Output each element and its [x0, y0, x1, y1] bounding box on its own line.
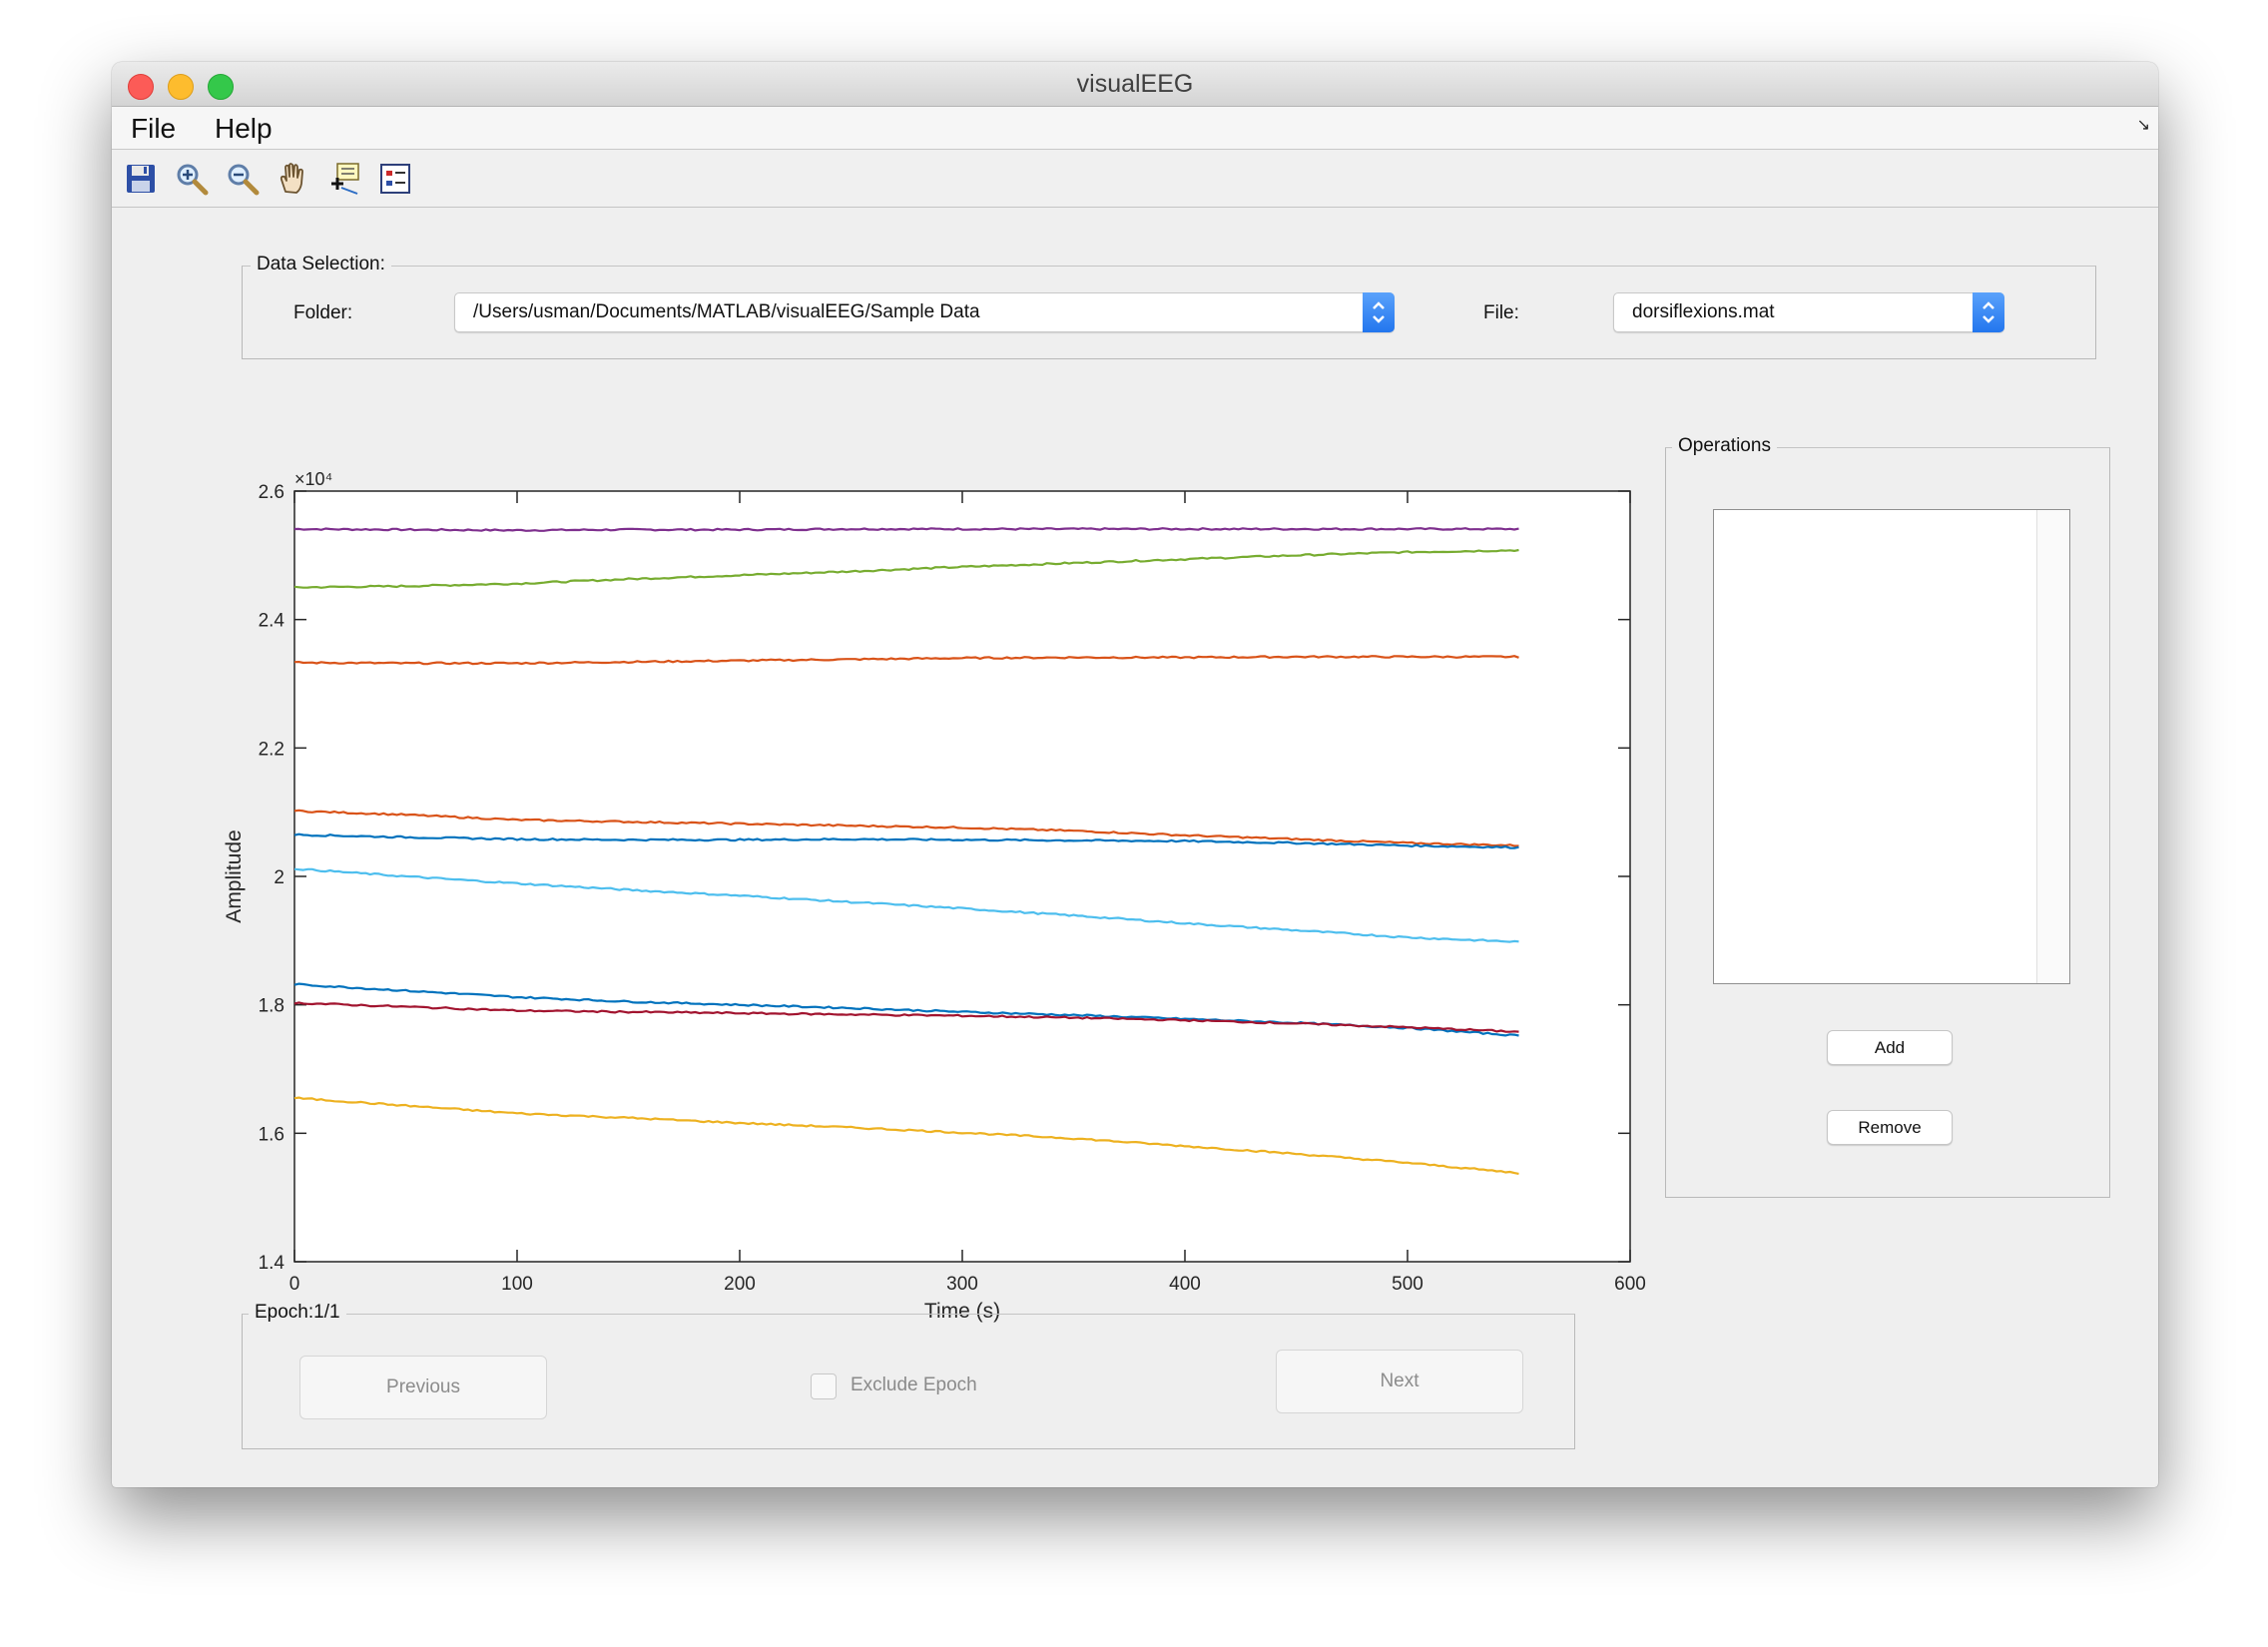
zoom-in-icon[interactable] [175, 162, 209, 196]
y-tick-label: 2.2 [259, 739, 284, 760]
file-dropdown-chevrons-icon[interactable] [1973, 292, 2004, 332]
series-line-3 [293, 655, 1519, 666]
menu-bar: File Help ↘ [112, 107, 2158, 150]
insert-legend-icon[interactable] [378, 162, 412, 196]
file-label: File: [1483, 302, 1519, 323]
x-axis-label: Time (s) [924, 1300, 1000, 1323]
x-tick-label: 100 [501, 1274, 533, 1295]
folder-label: Folder: [293, 302, 353, 323]
remove-operation-button[interactable]: Remove [1827, 1110, 1953, 1145]
folder-dropdown-chevrons-icon[interactable] [1363, 292, 1395, 332]
app-window: visualEEG File Help ↘ Data Selection: Fo… [112, 62, 2158, 1487]
file-dropdown-value: dorsiflexions.mat [1632, 301, 1775, 322]
epoch-title: Epoch:1/1 [249, 1302, 346, 1324]
epoch-panel: Epoch:1/1 [242, 1302, 1575, 1449]
y-tick-label: 1.8 [259, 996, 284, 1017]
data-selection-panel: Data Selection: [242, 254, 2096, 359]
toolbar [112, 150, 2158, 208]
exclude-epoch-checkbox[interactable] [811, 1373, 837, 1399]
operations-panel: Operations [1665, 435, 2110, 1198]
y-tick-label: 2 [274, 867, 284, 888]
x-tick-label: 500 [1392, 1274, 1423, 1295]
file-dropdown[interactable]: dorsiflexions.mat [1613, 292, 2004, 332]
x-tick-label: 0 [289, 1274, 300, 1295]
y-axis-multiplier: ×10⁴ [294, 469, 332, 489]
minimize-window-button[interactable] [168, 74, 194, 100]
series-line-4 [293, 809, 1519, 847]
exclude-epoch-label: Exclude Epoch [850, 1374, 977, 1395]
amplitude-chart[interactable]: 0 100 200 300 400 500 600 1.4 1.6 1.8 2 2.2 2.4 2.6 ×1… [162, 391, 1739, 1340]
x-tick-label: 400 [1169, 1274, 1201, 1295]
operations-title: Operations [1672, 435, 1777, 457]
folder-dropdown-value: /Users/usman/Documents/MATLAB/visualEEG/… [473, 301, 980, 322]
menu-help[interactable]: Help [215, 113, 273, 144]
menu-file[interactable]: File [131, 113, 177, 144]
save-icon[interactable] [124, 162, 158, 196]
title-bar: visualEEG [112, 62, 2158, 107]
folder-dropdown[interactable]: /Users/usman/Documents/MATLAB/visualEEG/… [454, 292, 1395, 332]
series-line-9 [293, 1096, 1519, 1175]
y-axis-label: Amplitude [223, 829, 246, 922]
window-title: visualEEG [1076, 70, 1194, 98]
series-line-8 [293, 1001, 1519, 1033]
series-line-5 [293, 832, 1519, 849]
y-tick-label: 1.6 [259, 1124, 284, 1145]
y-tick-label: 2.4 [259, 611, 285, 632]
close-window-button[interactable] [128, 74, 154, 100]
plot-area [293, 490, 1631, 1263]
y-tick-label: 1.4 [259, 1253, 285, 1274]
operations-listbox[interactable] [1713, 509, 2070, 984]
series-line-2 [293, 548, 1519, 589]
pan-hand-icon[interactable] [277, 162, 310, 196]
operations-listbox-scrollbar[interactable] [2036, 510, 2069, 983]
x-tick-label: 300 [946, 1274, 978, 1295]
series-line-6 [293, 867, 1519, 943]
y-tick-label: 2.6 [259, 482, 284, 503]
data-cursor-icon[interactable] [327, 162, 361, 196]
data-selection-title: Data Selection: [251, 254, 391, 275]
x-tick-label: 600 [1614, 1274, 1646, 1295]
maximize-window-button[interactable] [208, 74, 234, 100]
previous-epoch-button[interactable]: Previous [299, 1356, 547, 1419]
x-tick-label: 200 [724, 1274, 756, 1295]
undock-arrow-icon[interactable]: ↘ [2136, 117, 2150, 134]
zoom-out-icon[interactable] [226, 162, 260, 196]
series-line-1 [293, 527, 1519, 532]
next-epoch-button[interactable]: Next [1276, 1350, 1523, 1413]
add-operation-button[interactable]: Add [1827, 1030, 1953, 1065]
